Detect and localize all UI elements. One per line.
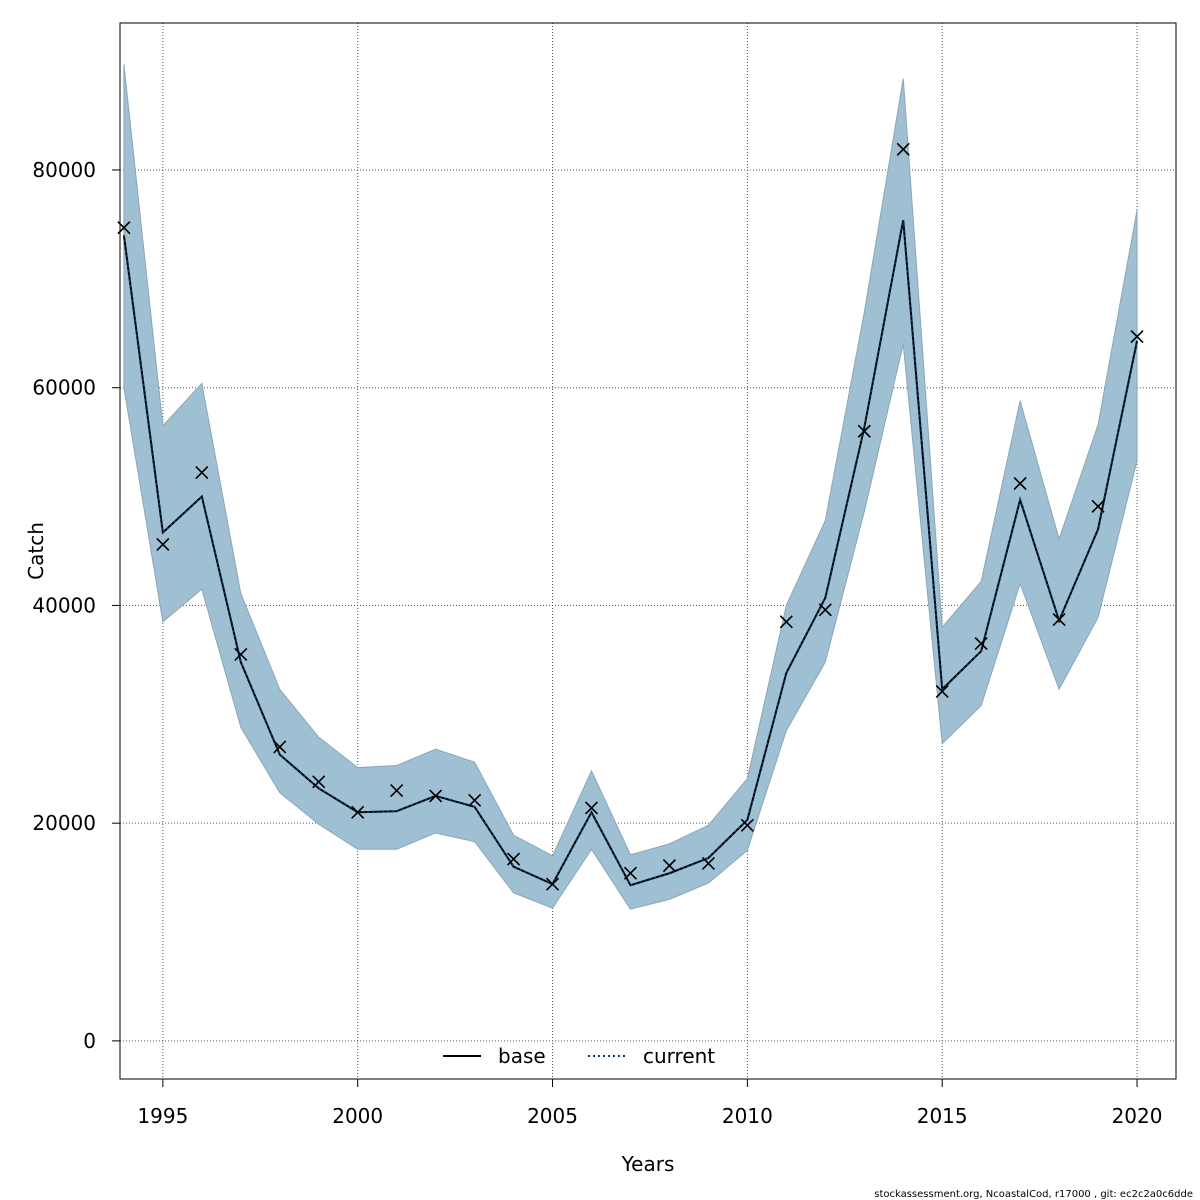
confidence-band <box>123 64 1138 910</box>
observation-marker-2009 <box>701 856 715 871</box>
confidence-band-layer <box>123 64 1138 910</box>
observation-marker-2015 <box>935 684 949 699</box>
x-tick-label-2000: 2000 <box>332 1104 383 1128</box>
observation-marker-2018 <box>1052 613 1066 627</box>
observation-marker-2010 <box>740 818 754 832</box>
x-tick-label-2015: 2015 <box>917 1104 968 1128</box>
y-axis-title: Catch <box>24 522 48 580</box>
x-tick-label-1995: 1995 <box>137 1104 188 1128</box>
observation-marker-2014 <box>896 142 910 156</box>
series-lines <box>122 219 1139 887</box>
legend-label-base: base <box>498 1044 546 1068</box>
y-tick-label-60000: 60000 <box>32 376 96 400</box>
observation-marker-2002 <box>429 789 443 803</box>
observation-marker-2000 <box>351 805 365 819</box>
observation-marker-1999 <box>312 775 326 789</box>
x-tick-label-2005: 2005 <box>527 1104 578 1128</box>
y-tick-label-80000: 80000 <box>32 158 96 182</box>
series-line-current <box>122 219 1139 887</box>
observation-marker-2012 <box>818 603 832 617</box>
observation-markers <box>117 142 1144 891</box>
axes: 1995 2000 2005 2010 2015 2020 0 20000 40000 60000… <box>32 158 1162 1128</box>
legend-label-current: current <box>643 1044 715 1068</box>
y-tick-label-20000: 20000 <box>32 811 96 835</box>
observation-marker-2008 <box>662 859 676 873</box>
grid-lines <box>120 23 1176 1079</box>
observation-marker-1996 <box>195 466 209 480</box>
observation-marker-2011 <box>779 615 793 629</box>
observation-marker-2003 <box>468 793 482 807</box>
observation-marker-2001 <box>390 783 404 798</box>
plot-frame <box>119 22 1177 1080</box>
x-tick-label-2010: 2010 <box>722 1104 773 1128</box>
y-tick-label-40000: 40000 <box>32 593 96 617</box>
observation-marker-2019 <box>1091 499 1105 513</box>
observation-marker-1997 <box>234 647 248 661</box>
observation-marker-1995 <box>156 537 170 552</box>
observation-marker-2005 <box>545 877 560 891</box>
y-tick-label-0: 0 <box>83 1029 96 1053</box>
footer-note: stockassessment.org, NcoastalCod, r17000… <box>874 1189 1193 1200</box>
observation-marker-1998 <box>273 740 287 754</box>
legend: base current <box>443 1044 715 1068</box>
observation-marker-2020 <box>1130 329 1144 344</box>
observation-marker-2006 <box>584 801 599 815</box>
observation-marker-2016 <box>974 636 988 651</box>
observation-marker-2017 <box>1013 476 1027 491</box>
observation-marker-2004 <box>506 852 521 866</box>
x-tick-label-2020: 2020 <box>1112 1104 1163 1128</box>
observation-marker-2013 <box>857 424 871 438</box>
observation-marker-2007 <box>623 866 638 880</box>
x-axis-title: Years <box>621 1152 675 1176</box>
